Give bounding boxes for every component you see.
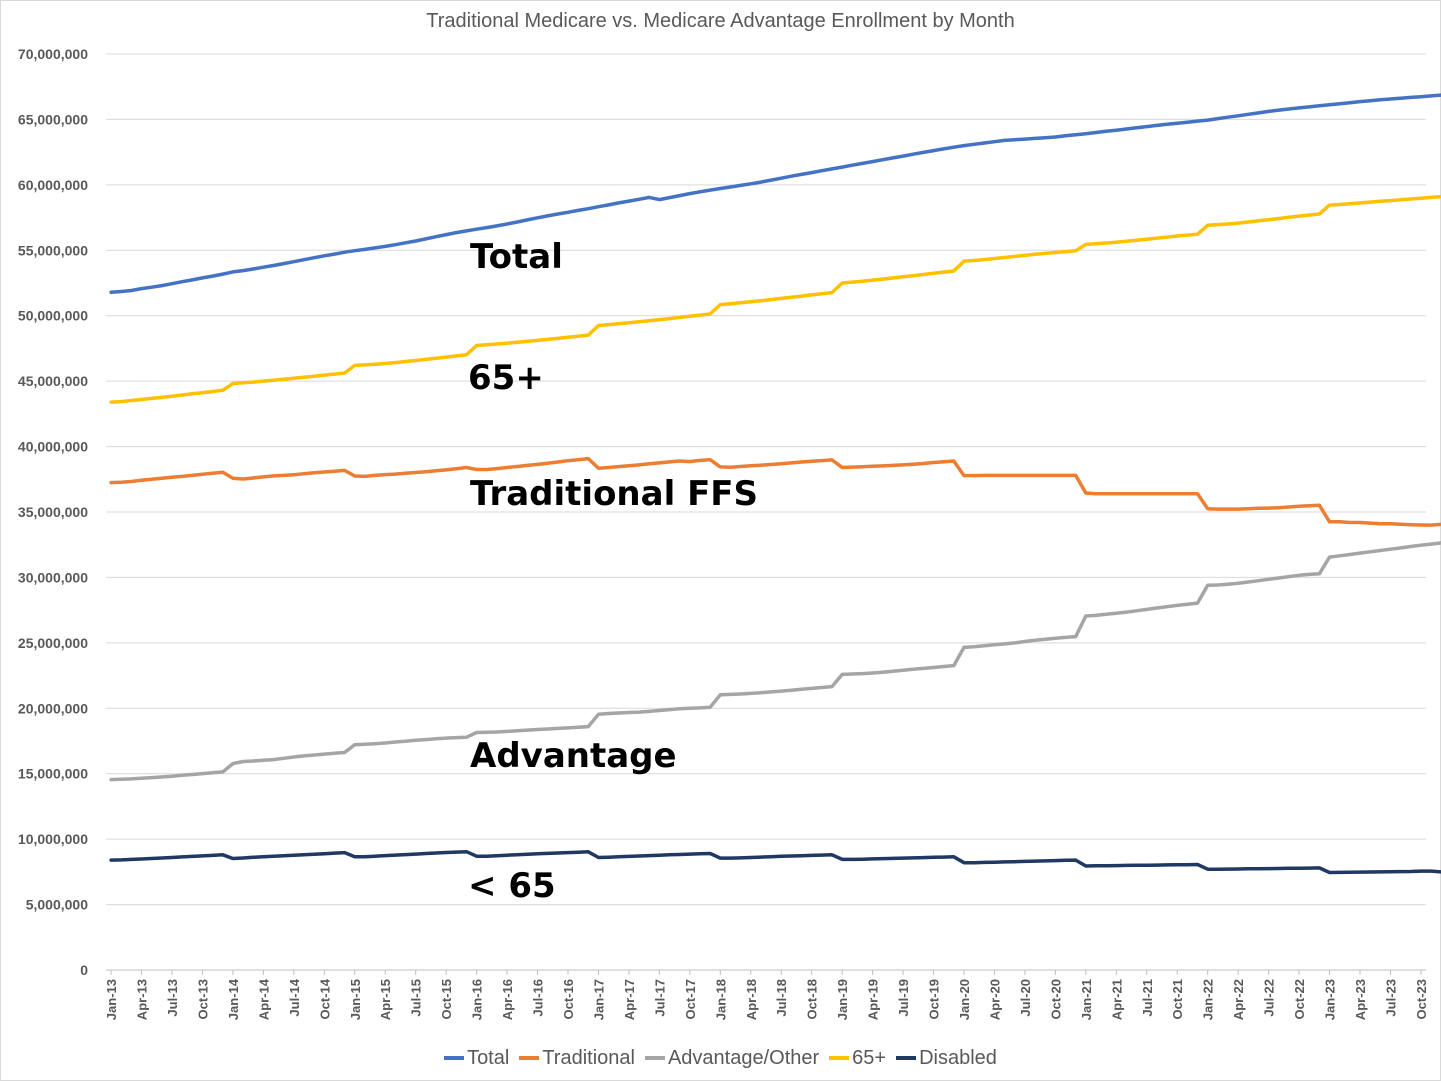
x-tick-label: Apr-23: [1353, 979, 1368, 1020]
y-axis-tick-labels: 0 5,000,000 10,000,000 15,000,000 20,000,000…: [18, 46, 88, 978]
legend-item: Advantage/Other: [644, 1046, 820, 1070]
legend-swatch: [896, 1056, 917, 1060]
series-line-disabled: [109, 849, 1441, 875]
legend-label: Advantage/Other: [667, 1046, 820, 1069]
y-tick-label: 70,000,000: [18, 46, 88, 62]
x-tick-label: Jan-17: [591, 979, 606, 1020]
legend-item: 65+: [829, 1047, 886, 1070]
annotation-traditional-ffs: Traditional FFS: [470, 474, 758, 514]
legend-label: Disabled: [919, 1046, 997, 1069]
x-tick-label: Jan-19: [835, 979, 850, 1020]
x-tick-label: Jan-22: [1201, 979, 1216, 1020]
x-tick-label: Oct-21: [1170, 979, 1185, 1019]
x-tick-label: Apr-20: [987, 979, 1002, 1020]
legend-item: Total: [444, 1047, 509, 1070]
x-tick-label: Jan-13: [104, 979, 119, 1020]
x-tick-label: Oct-22: [1292, 979, 1307, 1019]
legend-label: Total: [467, 1046, 510, 1069]
x-tick-label: Jan-23: [1323, 979, 1338, 1020]
y-tick-label: 25,000,000: [18, 635, 88, 651]
annotation-advantage: Advantage: [470, 736, 677, 776]
x-tick-label: Jan-15: [348, 979, 363, 1020]
series-line-65: [109, 194, 1441, 404]
x-tick-label: Jul-22: [1262, 979, 1277, 1017]
x-tick-label: Oct-18: [805, 979, 820, 1019]
x-tick-label: Oct-20: [1048, 979, 1063, 1019]
legend: Total Traditional Advantage/Other 65+ Disabl…: [0, 1043, 1441, 1070]
legend-item: Traditional: [519, 1047, 635, 1070]
annotation-total: Total: [470, 237, 563, 277]
x-tick-label: Apr-13: [135, 979, 150, 1020]
x-tick-label: Jan-20: [957, 979, 972, 1020]
x-tick-label: Jul-17: [652, 979, 667, 1017]
y-tick-label: 45,000,000: [18, 373, 88, 389]
y-tick-label: 30,000,000: [18, 569, 88, 585]
x-axis-tick-labels: Jan-13 Apr-13 Jul-13 Oct-13 Jan-14 Apr-14 Jul-…: [104, 970, 1429, 1020]
legend-swatch: [444, 1056, 465, 1060]
x-tick-label: Oct-16: [561, 979, 576, 1019]
y-tick-label: 15,000,000: [18, 766, 88, 782]
x-tick-label: Apr-21: [1109, 979, 1124, 1020]
legend-label: 65+: [852, 1046, 887, 1069]
y-tick-label: 40,000,000: [18, 439, 88, 455]
x-tick-label: Jan-18: [713, 979, 728, 1020]
y-tick-label: 50,000,000: [18, 308, 88, 324]
annotation-under-65: < 65: [468, 866, 556, 906]
x-tick-label: Jan-16: [470, 979, 485, 1020]
x-tick-label: Jul-15: [409, 979, 424, 1017]
series-lines: [109, 93, 1441, 875]
gridlines: [106, 53, 1426, 971]
x-tick-label: Apr-14: [256, 978, 271, 1020]
chart-title: Traditional Medicare vs. Medicare Advant…: [426, 10, 1015, 32]
y-tick-label: 60,000,000: [18, 177, 88, 193]
x-tick-label: Apr-15: [378, 979, 393, 1020]
x-tick-label: Apr-17: [622, 979, 637, 1020]
y-tick-label: 65,000,000: [18, 111, 88, 127]
x-tick-label: Oct-13: [195, 979, 210, 1019]
legend-swatch: [644, 1056, 665, 1060]
x-tick-label: Jul-18: [774, 979, 789, 1017]
x-tick-label: Jul-23: [1383, 979, 1398, 1017]
x-tick-label: Oct-14: [317, 978, 332, 1019]
x-tick-label: Oct-15: [439, 979, 454, 1019]
x-tick-label: Apr-22: [1231, 979, 1246, 1020]
x-tick-label: Jan-21: [1079, 979, 1094, 1020]
x-tick-label: Apr-16: [500, 979, 515, 1020]
x-tick-label: Apr-18: [744, 979, 759, 1020]
annotations: Total 65+ Traditional FFS Advantage < 65: [468, 237, 758, 906]
series-line-advantage-other: [109, 541, 1441, 782]
y-tick-label: 5,000,000: [26, 897, 88, 913]
x-tick-label: Oct-19: [927, 979, 942, 1019]
x-tick-label: Jan-14: [226, 978, 241, 1020]
legend-swatch: [519, 1056, 540, 1060]
series-line-traditional: [109, 456, 1441, 527]
x-tick-label: Apr-19: [866, 979, 881, 1020]
x-tick-label: Jul-13: [165, 979, 180, 1017]
x-tick-label: Oct-17: [683, 979, 698, 1019]
x-tick-label: Jul-16: [531, 979, 546, 1017]
series-line-total: [109, 93, 1441, 294]
y-tick-label: 0: [80, 962, 88, 978]
legend-swatch: [829, 1056, 850, 1060]
legend-item: Disabled: [896, 1047, 997, 1070]
y-tick-label: 10,000,000: [18, 831, 88, 847]
x-tick-label: Jul-21: [1140, 979, 1155, 1017]
x-tick-label: Oct-23: [1414, 979, 1429, 1019]
x-tick-label: Jul-14: [287, 978, 302, 1016]
annotation-65-plus: 65+: [468, 358, 544, 398]
y-tick-label: 55,000,000: [18, 242, 88, 258]
x-tick-label: Jul-20: [1018, 979, 1033, 1017]
x-tick-label: Jul-19: [896, 979, 911, 1017]
legend-label: Traditional: [542, 1046, 635, 1069]
y-tick-label: 20,000,000: [18, 700, 88, 716]
y-tick-label: 35,000,000: [18, 504, 88, 520]
